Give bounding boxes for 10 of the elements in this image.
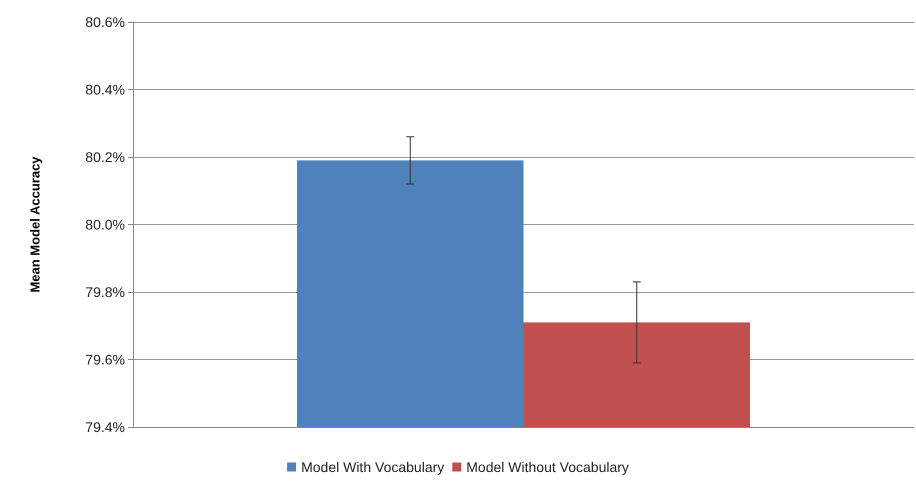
y-tick-label: 80.0% [85, 216, 125, 232]
y-axis-title: Mean Model Accuracy [28, 156, 42, 293]
y-tick-label: 79.6% [85, 352, 125, 368]
y-tick-label: 79.8% [85, 284, 125, 300]
y-tick-label: 80.2% [85, 149, 125, 165]
legend-label: Model With Vocabulary [301, 459, 444, 475]
y-tick-label: 80.6% [85, 14, 125, 30]
legend-label: Model Without Vocabulary [466, 459, 629, 475]
y-tick-label: 80.4% [85, 82, 125, 98]
y-tick-label: 79.4% [85, 419, 125, 435]
